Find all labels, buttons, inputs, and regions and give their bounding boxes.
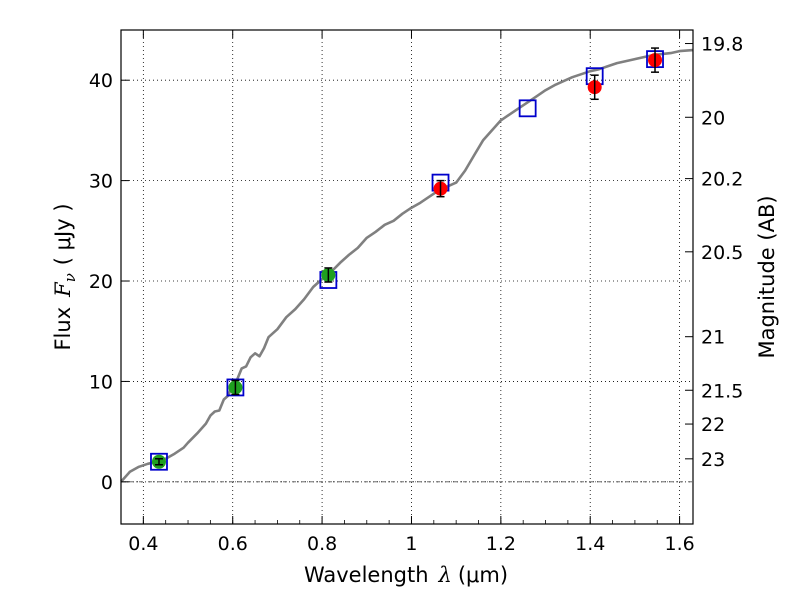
x-tick-label: 0.8 (307, 533, 337, 555)
model-photometry-square (150, 452, 168, 471)
magnitude-tick-label: 22 (701, 414, 725, 436)
y-tick-label: 40 (89, 70, 113, 92)
x-tick-label: 0.4 (128, 533, 158, 555)
model-photometry-square (226, 378, 245, 397)
x-axis-unit: (μm) (458, 563, 508, 587)
x-tick-labels: 0.4 0.6 0.8 1 1.2 1.4 1.6 (128, 533, 694, 555)
model-spectrum-line (120, 48, 694, 483)
x-tick-label: 0.6 (218, 533, 248, 555)
x-tick-label: 1 (405, 533, 417, 555)
magnitude-tick-label: 21.5 (701, 380, 743, 402)
y-axis-label: Flux Fν ( μJy ) (51, 203, 79, 350)
magnitude-tick-label: 20 (701, 107, 725, 129)
model-photometry-square (518, 99, 537, 118)
x-axis-symbol: λ (438, 563, 452, 587)
y-axis-symbol: F (51, 281, 75, 298)
tick-marks (120, 30, 693, 524)
y-tick-label: 30 (89, 171, 113, 193)
y-tick-label: 20 (89, 271, 113, 293)
x-tick-label: 1.4 (575, 533, 605, 555)
x-tick-label: 1.2 (486, 533, 516, 555)
y-tick-labels: 0 10 20 30 40 (89, 70, 113, 494)
x-axis-label: Wavelength λ (μm) (304, 563, 508, 587)
plot-area (120, 47, 694, 483)
magnitude-tick-label: 20.5 (701, 242, 743, 264)
x-axis-label-text: Wavelength (304, 563, 429, 587)
magnitude-axis-label: Magnitude (AB) (755, 195, 779, 358)
y-axis-unit: ( μJy ) (51, 203, 75, 265)
magnitude-tick-label: 20.2 (701, 169, 743, 191)
y-axis-label-text: Flux (51, 307, 75, 351)
y-axis-subscript: ν (61, 273, 79, 282)
grid-lines (121, 30, 693, 524)
x-tick-label: 1.6 (664, 533, 694, 555)
plot-frame (120, 29, 694, 525)
y-tick-label: 10 (89, 371, 113, 393)
magnitude-tick-labels: 19.8 20 20.2 20.5 21 21.5 22 23 (701, 34, 743, 471)
magnitude-tick-label: 19.8 (701, 34, 743, 56)
y-tick-label: 0 (101, 472, 113, 494)
magnitude-tick-label: 21 (701, 327, 725, 349)
magnitude-tick-label: 23 (701, 449, 725, 471)
